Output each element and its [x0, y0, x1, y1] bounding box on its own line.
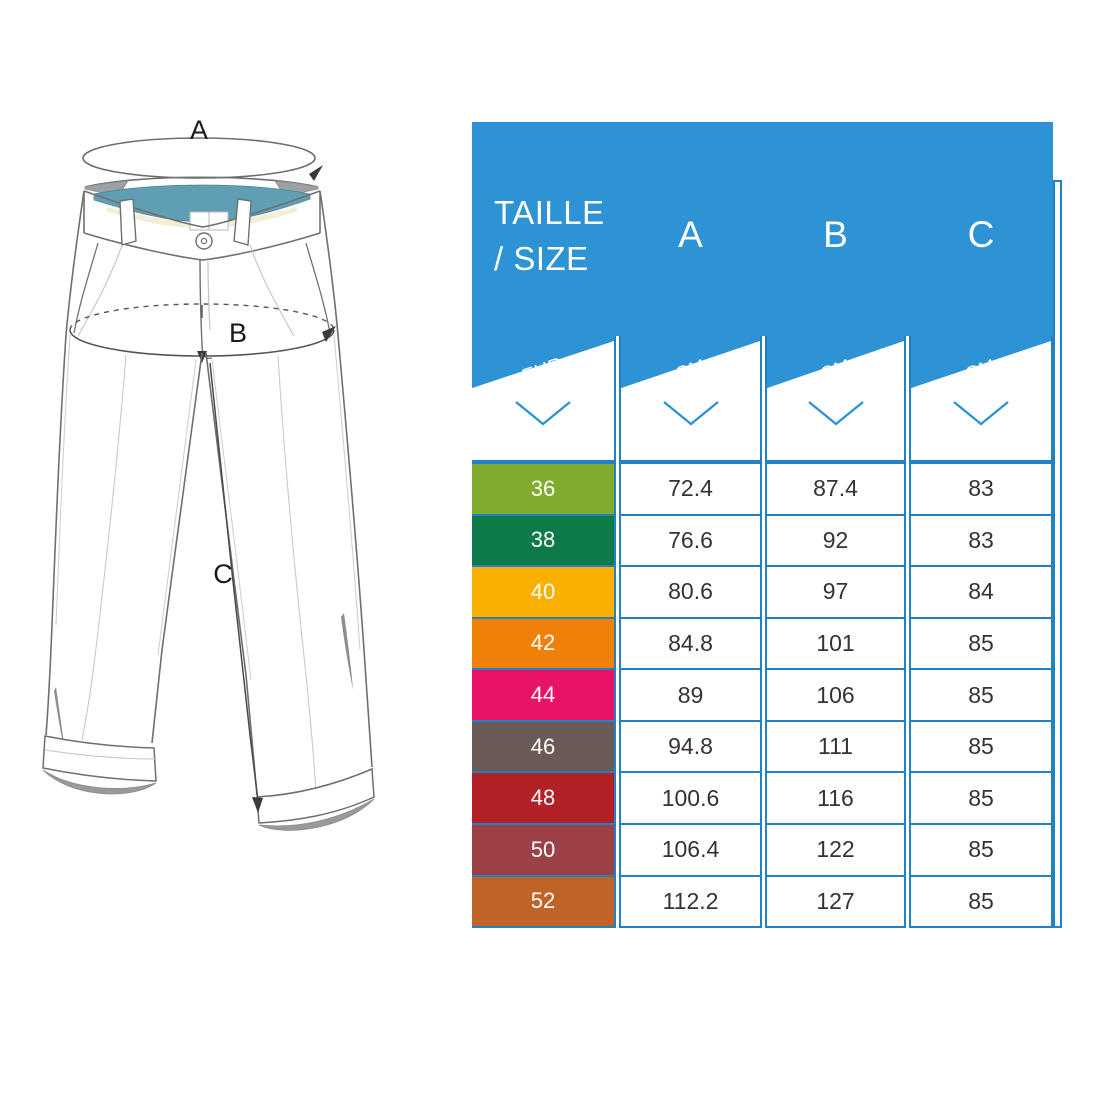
size-header-line2: / SIZE: [494, 239, 589, 277]
size-cell-46: 46: [472, 721, 614, 772]
size-header-label: TAILLE / SIZE: [494, 190, 605, 281]
pocket-right: [305, 242, 331, 334]
value-cell-c-50: 85: [911, 824, 1051, 875]
inseam-left: [151, 352, 203, 744]
outline-right: [319, 190, 373, 768]
value-cell-a-52: 112.2: [621, 876, 760, 927]
size-table: TAILLE / SIZE A B C EUR CM CM: [472, 122, 1066, 930]
value-cell-b-40: 97: [767, 567, 904, 617]
size-cell-42: 42: [472, 618, 614, 669]
shade-right-leg: [341, 613, 353, 690]
table-layer-offset-strip: [1053, 180, 1062, 928]
unit-selector-b[interactable]: CM: [765, 336, 906, 462]
pants-line-art: A: [42, 115, 375, 831]
value-cell-b-38: 92: [767, 515, 904, 566]
size-header-line1: TAILLE: [494, 194, 605, 231]
waist-arrowhead: [309, 165, 323, 181]
value-cell-a-38: 76.6: [621, 515, 760, 566]
waistband-button: [195, 232, 213, 250]
size-cell-40: 40: [472, 567, 614, 617]
value-cell-c-42: 85: [911, 618, 1051, 669]
column-b-values: 87.4 92 97 101 106 111 116 122 127: [765, 462, 906, 928]
value-cell-c-36: 83: [911, 464, 1051, 514]
measure-label-c: C: [213, 559, 233, 589]
value-cell-b-50: 122: [767, 824, 904, 875]
value-cell-a-42: 84.8: [621, 618, 760, 669]
value-cell-a-50: 106.4: [621, 824, 760, 875]
hip-arrowhead: [322, 326, 336, 342]
size-cell-50: 50: [472, 824, 614, 875]
value-cell-c-40: 84: [911, 567, 1051, 617]
chevron-down-icon[interactable]: [806, 398, 866, 428]
size-cell-44: 44: [472, 670, 614, 720]
column-c-values: 83 83 84 85 85 85 85 85 85: [909, 462, 1053, 928]
inseam-arrowhead: [252, 797, 263, 813]
value-cell-a-44: 89: [621, 670, 760, 720]
column-header-c: C: [967, 214, 995, 255]
value-cell-c-46: 85: [911, 721, 1051, 772]
table-header: TAILLE / SIZE A B C: [472, 122, 1053, 336]
pants-diagram: A: [30, 95, 450, 835]
value-cell-b-36: 87.4: [767, 464, 904, 514]
unit-selector-c[interactable]: CM: [909, 336, 1053, 462]
value-cell-c-44: 85: [911, 670, 1051, 720]
cuff-right: [256, 767, 375, 824]
value-cell-a-48: 100.6: [621, 773, 760, 823]
measure-label-b: B: [229, 318, 247, 348]
chevron-down-icon[interactable]: [513, 398, 573, 428]
value-cell-b-52: 127: [767, 876, 904, 927]
pocket-left: [73, 242, 99, 334]
outline-left: [45, 190, 85, 736]
value-cell-a-36: 72.4: [621, 464, 760, 514]
value-cell-b-44: 106: [767, 670, 904, 720]
shade-left-leg: [54, 687, 65, 753]
value-cell-a-40: 80.6: [621, 567, 760, 617]
column-a-values: 72.4 76.6 80.6 84.8 89 94.8 100.6 106.4 112.2: [619, 462, 762, 928]
value-cell-b-48: 116: [767, 773, 904, 823]
size-cell-48: 48: [472, 773, 614, 823]
size-cell-52: 52: [472, 876, 614, 927]
inseam-measure-line: [209, 362, 259, 802]
cuff-left-opening: [42, 769, 157, 795]
value-cell-b-42: 101: [767, 618, 904, 669]
measure-label-a: A: [190, 115, 208, 145]
cuff-right-opening: [258, 798, 375, 831]
value-cell-a-46: 94.8: [621, 721, 760, 772]
size-cell-38: 38: [472, 515, 614, 566]
value-cell-b-46: 111: [767, 721, 904, 772]
chevron-down-icon[interactable]: [661, 398, 721, 428]
cuff-left: [42, 735, 157, 782]
belt-loop-left: [119, 198, 137, 246]
value-cell-c-52: 85: [911, 876, 1051, 927]
unit-selector-a[interactable]: CM: [619, 336, 762, 462]
column-header-a: A: [678, 214, 703, 255]
size-cell-36: 36: [472, 464, 614, 514]
value-cell-c-38: 83: [911, 515, 1051, 566]
column-sizes: 36 38 40 42 44 46 48 50 52: [472, 462, 616, 928]
belt-loop-right: [233, 198, 252, 246]
unit-selector-size[interactable]: EUR: [472, 336, 616, 462]
inseam-right: [205, 352, 258, 796]
value-cell-c-48: 85: [911, 773, 1051, 823]
column-header-b: B: [823, 214, 848, 255]
chevron-down-icon[interactable]: [951, 398, 1011, 428]
